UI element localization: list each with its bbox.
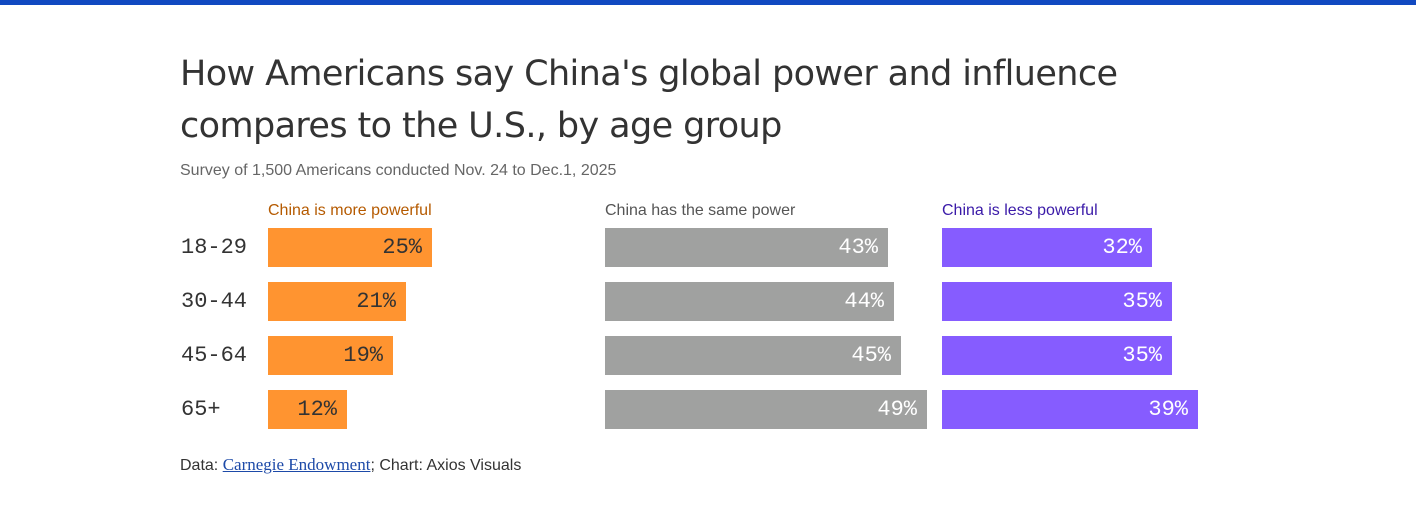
category-label: 65+: [181, 397, 221, 422]
top-accent-bar: [0, 0, 1416, 5]
legend-more-powerful: China is more powerful: [268, 202, 432, 219]
category-label: 18-29: [181, 235, 248, 260]
data-label: 21%: [356, 289, 396, 314]
data-label: 35%: [1122, 289, 1162, 314]
bar-more-powerful: 25%: [268, 228, 432, 267]
category-label: 30-44: [181, 289, 248, 314]
data-label: 39%: [1148, 397, 1188, 422]
legend-less-powerful: China is less powerful: [942, 202, 1098, 219]
bar-same-power: 45%: [605, 336, 901, 375]
bar-same-power: 44%: [605, 282, 894, 321]
source-link[interactable]: Carnegie Endowment: [222, 455, 371, 474]
bar-more-powerful: 19%: [268, 336, 393, 375]
data-label: 43%: [838, 235, 878, 260]
data-label: 45%: [851, 343, 891, 368]
chart-title: How Americans say China's global power a…: [180, 54, 1118, 146]
bar-more-powerful: 12%: [268, 390, 347, 429]
data-label: 44%: [844, 289, 884, 314]
bar-less-powerful: 35%: [942, 336, 1172, 375]
data-label: 49%: [877, 397, 917, 422]
category-label: 45-64: [181, 343, 248, 368]
bar-same-power: 43%: [605, 228, 888, 267]
data-label: 25%: [382, 235, 422, 260]
data-label: 19%: [343, 343, 383, 368]
bar-less-powerful: 32%: [942, 228, 1152, 267]
chart-subtitle: Survey of 1,500 Americans conducted Nov.…: [180, 162, 617, 179]
bar-more-powerful: 21%: [268, 282, 406, 321]
data-label: 12%: [297, 397, 337, 422]
bar-less-powerful: 39%: [942, 390, 1198, 429]
footer-suffix: ; Chart: Axios Visuals: [370, 457, 522, 474]
data-label: 35%: [1122, 343, 1162, 368]
bar-less-powerful: 35%: [942, 282, 1172, 321]
legend-same-power: China has the same power: [605, 202, 796, 219]
chart-footer: Data: Carnegie Endowment; Chart: Axios V…: [180, 455, 521, 475]
bar-same-power: 49%: [605, 390, 927, 429]
footer-prefix: Data:: [180, 457, 223, 474]
data-label: 32%: [1102, 235, 1142, 260]
